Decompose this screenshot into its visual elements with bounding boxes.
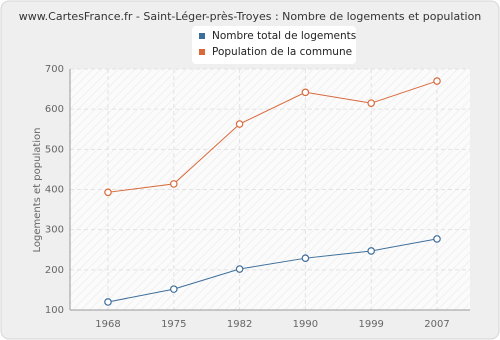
data-point (170, 285, 178, 293)
x-tick-label: 1968 (95, 319, 120, 330)
data-point (301, 254, 310, 262)
legend-label: Population de la commune (212, 46, 352, 58)
x-tick-label: 1999 (358, 319, 383, 330)
x-tick-label: 2007 (424, 319, 449, 330)
data-point (433, 77, 441, 85)
y-axis-label: Logements et population (32, 127, 43, 252)
y-tick-label: 400 (45, 185, 64, 196)
chart-title: www.CartesFrance.fr - Saint-Léger-près-T… (19, 10, 482, 23)
legend-swatch (199, 49, 205, 55)
data-point (235, 265, 244, 273)
x-tick-label: 1990 (293, 319, 318, 330)
legend (192, 26, 356, 64)
y-tick-label: 100 (45, 305, 64, 316)
y-tick-label: 600 (45, 104, 64, 115)
data-point (104, 298, 112, 306)
data-point (301, 88, 310, 97)
x-tick-label: 1975 (161, 319, 186, 330)
x-tick-label: 1982 (227, 319, 252, 330)
y-tick-label: 200 (45, 265, 64, 276)
legend-swatch (199, 33, 205, 39)
data-point (170, 180, 178, 188)
legend-label: Nombre total de logements (212, 30, 356, 42)
series-line (107, 80, 438, 193)
data-point (104, 188, 112, 197)
y-tick-label: 500 (45, 144, 64, 155)
series-line (107, 238, 438, 303)
y-tick-label: 300 (45, 225, 64, 236)
data-point (367, 99, 376, 107)
y-tick-label: 700 (45, 64, 64, 75)
data-point (235, 120, 244, 128)
data-point (433, 235, 441, 243)
data-point (367, 247, 376, 255)
